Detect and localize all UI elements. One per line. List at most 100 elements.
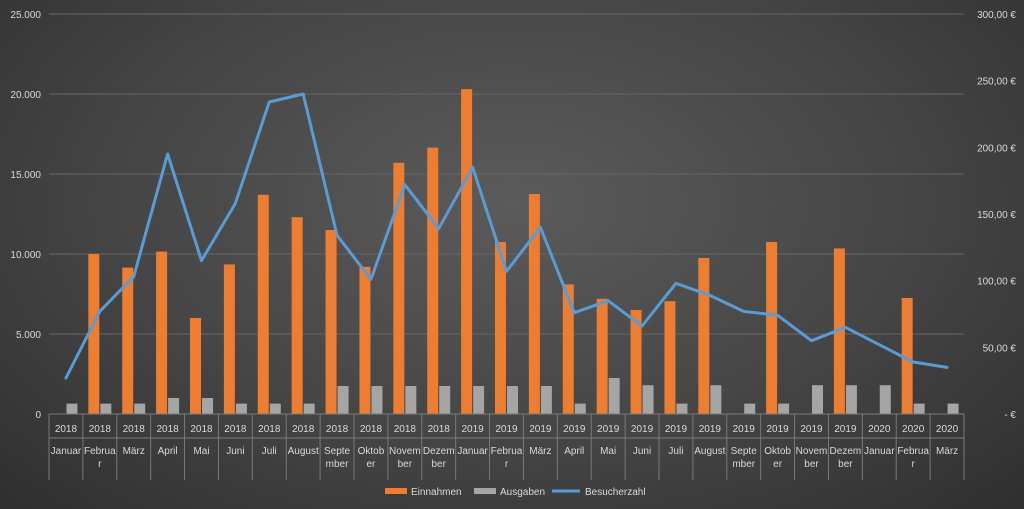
category-month-label: Novem xyxy=(796,446,828,457)
left-axis-tick-label: 20.000 xyxy=(10,90,41,101)
category-year-label: 2019 xyxy=(766,424,789,435)
ausgaben-bar xyxy=(845,385,857,414)
category-year-label: 2018 xyxy=(258,424,281,435)
einnahmen-bar xyxy=(901,298,913,414)
right-axis-tick-label: 250,00 € xyxy=(977,77,1016,88)
ausgaben-bar xyxy=(778,403,790,414)
legend: Einnahmen Ausgaben Besucherzahl xyxy=(385,487,646,498)
category-year-label: 2018 xyxy=(55,424,78,435)
category-year-label: 2018 xyxy=(360,424,383,435)
right-axis-tick-label: 300,00 € xyxy=(977,10,1016,21)
einnahmen-bar xyxy=(156,251,168,414)
category-year-label: 2020 xyxy=(868,424,891,435)
ausgaben-bar xyxy=(100,403,112,414)
category-month-label: r xyxy=(911,459,915,470)
category-year-label: 2019 xyxy=(665,424,688,435)
einnahmen-bar xyxy=(223,264,235,414)
einnahmen-bar xyxy=(427,147,439,414)
category-year-label: 2018 xyxy=(394,424,417,435)
category-month-label: April xyxy=(564,446,584,457)
ausgaben-bar xyxy=(812,385,823,414)
category-month-label: Januar xyxy=(51,446,82,457)
right-axis-ticks: - € 50,00 € 100,00 € 150,00 € 200,00 € 250,00… xyxy=(977,10,1016,421)
category-month-label: März xyxy=(529,446,551,457)
category-month-label: Oktob xyxy=(358,446,385,457)
einnahmen-bar xyxy=(630,310,642,414)
category-year-label: 2019 xyxy=(631,424,654,435)
ausgaben-bar xyxy=(947,403,959,414)
category-month-label: Novem xyxy=(389,446,421,457)
category-year-label: 2018 xyxy=(326,424,349,435)
category-month-label: Januar xyxy=(457,446,488,457)
ausgaben-bar xyxy=(405,386,417,414)
left-axis-ticks: 0 5.000 10.000 15.000 20.000 25.000 xyxy=(10,10,41,421)
category-month-label: Januar xyxy=(864,446,895,457)
category-month-label: Juli xyxy=(262,446,277,457)
ausgaben-bar xyxy=(473,386,485,414)
ausgaben-bar xyxy=(676,403,688,414)
ausgaben-bar xyxy=(574,403,586,414)
category-month-label: August xyxy=(288,446,319,457)
einnahmen-bar xyxy=(528,194,540,414)
ausgaben-bar xyxy=(134,403,146,414)
einnahmen-bar xyxy=(698,258,710,414)
category-year-label: 2018 xyxy=(89,424,112,435)
category-year-label: 2019 xyxy=(461,424,484,435)
category-month-label: r xyxy=(98,459,102,470)
einnahmen-bar xyxy=(562,284,574,414)
category-year-label: 2019 xyxy=(597,424,620,435)
right-axis-tick-label: - € xyxy=(1004,410,1016,421)
legend-swatch xyxy=(474,488,496,494)
category-month-label: Juni xyxy=(226,446,244,457)
ausgaben-bar xyxy=(744,403,756,414)
category-month-label: Februa xyxy=(897,446,929,457)
category-year-label: 2018 xyxy=(428,424,451,435)
category-month-label: ber xyxy=(431,459,446,470)
ausgaben-bar xyxy=(540,386,552,414)
einnahmen-bar xyxy=(122,267,134,414)
ausgaben-bar xyxy=(269,403,281,414)
category-month-label: Juni xyxy=(633,446,651,457)
legend-label: Besucherzahl xyxy=(585,487,646,498)
left-axis-tick-label: 15.000 xyxy=(10,170,41,181)
einnahmen-bar xyxy=(596,298,608,414)
legend-label: Ausgaben xyxy=(500,487,545,498)
category-month-label: Februa xyxy=(491,446,523,457)
right-axis-tick-label: 150,00 € xyxy=(977,210,1016,221)
category-table: 2018 Januar 2018 Februa r 2018 März 2018 April 20… xyxy=(48,413,965,480)
category-month-label: ber xyxy=(838,459,853,470)
category-year-label: 2018 xyxy=(292,424,315,435)
left-axis-tick-label: 5.000 xyxy=(16,330,41,341)
ausgaben-bar xyxy=(507,386,518,414)
besucherzahl-line xyxy=(64,92,949,380)
einnahmen-bar xyxy=(88,254,100,414)
einnahmen-bar xyxy=(325,230,337,414)
einnahmen-bar xyxy=(461,89,473,414)
category-month-label: r xyxy=(505,459,509,470)
ausgaben-bar xyxy=(202,398,213,414)
category-year-label: 2018 xyxy=(224,424,247,435)
right-axis-tick-label: 100,00 € xyxy=(977,277,1016,288)
category-month-label: März xyxy=(936,446,958,457)
category-year-label: 2020 xyxy=(936,424,959,435)
left-axis-tick-label: 25.000 xyxy=(10,10,41,21)
ausgaben-bar xyxy=(710,385,722,414)
right-axis-tick-label: 50,00 € xyxy=(983,343,1017,354)
legend-label: Einnahmen xyxy=(411,487,462,498)
category-month-label: Oktob xyxy=(764,446,791,457)
category-month-label: mber xyxy=(732,459,755,470)
category-month-label: ber xyxy=(804,459,819,470)
category-month-label: März xyxy=(123,446,145,457)
ausgaben-bar xyxy=(303,403,315,414)
category-month-label: Dezem xyxy=(423,446,455,457)
legend-swatch xyxy=(385,488,407,494)
category-year-label: 2019 xyxy=(529,424,552,435)
category-year-label: 2018 xyxy=(156,424,179,435)
einnahmen-bar xyxy=(190,318,201,414)
category-year-label: 2019 xyxy=(495,424,518,435)
category-year-label: 2019 xyxy=(834,424,857,435)
category-month-label: August xyxy=(694,446,725,457)
category-month-label: ber xyxy=(398,459,413,470)
ausgaben-bar xyxy=(879,385,891,414)
